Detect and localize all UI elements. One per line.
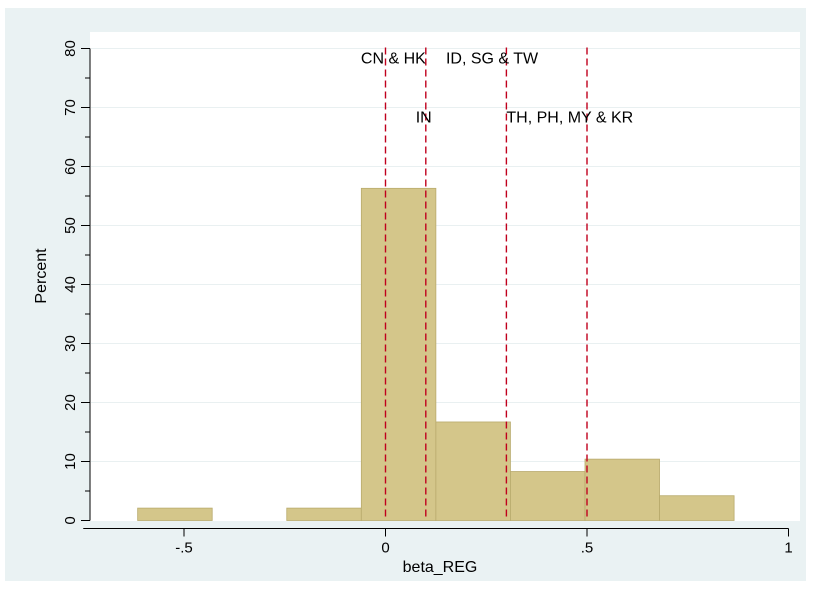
annotation-label: CN & HK xyxy=(361,50,426,67)
annotations: CN & HK ID, SG & TW IN TH, PH, MY & KR xyxy=(361,50,633,126)
histogram-bar-2 xyxy=(286,507,362,521)
histogram-bar-4 xyxy=(435,421,511,521)
annotation-label: ID, SG & TW xyxy=(446,50,539,67)
histogram-bar-7 xyxy=(659,495,735,521)
annotation-label: IN xyxy=(416,109,432,126)
x-tick-label: -.5 xyxy=(175,540,193,557)
histogram-bar-3 xyxy=(360,187,437,521)
y-axis-ticks: 0 10 20 30 40 50 60 70 80 xyxy=(62,40,90,525)
y-tick-label: 40 xyxy=(62,276,79,293)
annotation-label: TH, PH, MY & KR xyxy=(506,109,633,126)
histogram-bar-5 xyxy=(510,471,586,521)
y-tick-label: 50 xyxy=(62,217,79,234)
y-tick-label: 70 xyxy=(62,99,79,116)
x-tick-label: 0 xyxy=(381,540,389,557)
y-axis-title: Percent xyxy=(33,248,50,304)
x-axis-title: beta_REG xyxy=(403,559,478,576)
y-tick-label: 10 xyxy=(62,453,79,470)
histogram-bar-0 xyxy=(137,507,213,521)
x-tick-label: 1 xyxy=(784,540,792,557)
x-tick-label: .5 xyxy=(581,540,594,557)
gridlines xyxy=(91,48,800,462)
y-tick-label: 0 xyxy=(62,516,79,524)
y-tick-label: 80 xyxy=(62,40,79,57)
y-tick-label: 30 xyxy=(62,335,79,352)
y-tick-label: 20 xyxy=(62,394,79,411)
x-axis-ticks: -.5 0 .5 1 xyxy=(175,528,793,557)
reference-lines xyxy=(384,47,588,521)
y-tick-label: 60 xyxy=(62,158,79,175)
histogram-bars xyxy=(137,187,735,521)
histogram-bar-6 xyxy=(584,458,660,521)
